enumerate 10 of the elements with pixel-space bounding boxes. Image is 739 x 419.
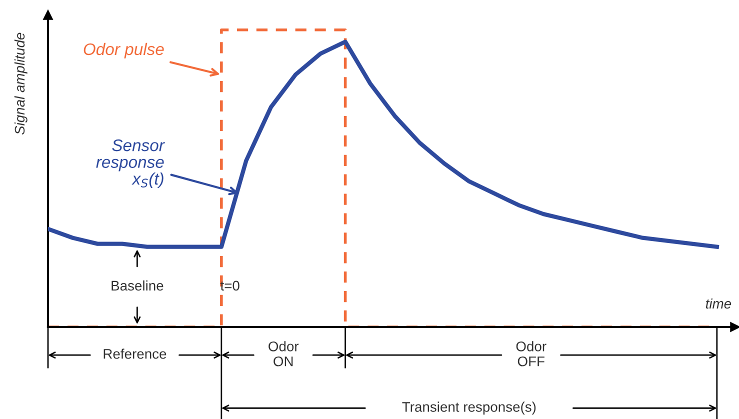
y-axis-title: Signal amplitude — [14, 32, 28, 135]
text: Transient response(s) — [402, 402, 536, 415]
x-axis-title: time — [706, 298, 732, 309]
text: Reference — [104, 348, 166, 359]
text: Sensor response x$_{S}$(t) — [96, 139, 166, 188]
annotation: Baseline — [112, 280, 164, 291]
text: Odor OFF — [516, 341, 546, 366]
text: Odor ON — [268, 341, 299, 366]
annotation: t=0 — [220, 280, 240, 291]
text: Odor pulse — [84, 42, 164, 58]
